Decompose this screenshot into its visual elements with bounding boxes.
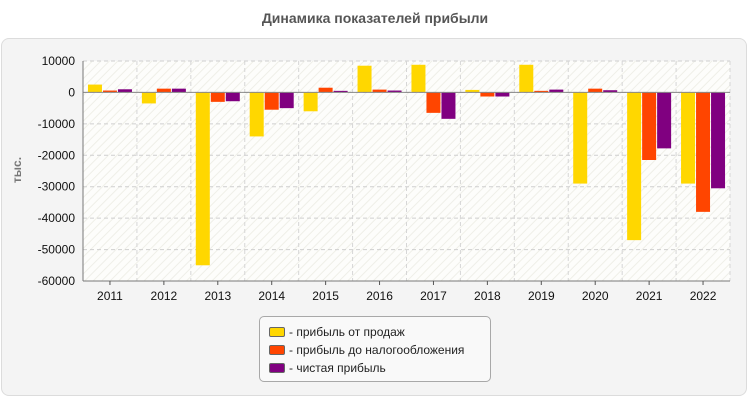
bar xyxy=(279,92,294,109)
bar xyxy=(357,65,372,93)
bar xyxy=(333,90,348,93)
bar xyxy=(264,92,279,110)
legend-item-net-profit: - чистая прибыль xyxy=(269,359,490,377)
legend-swatch xyxy=(269,363,285,373)
bar xyxy=(465,89,480,93)
y-tick-label: -20000 xyxy=(38,148,76,162)
x-tick-label: 2013 xyxy=(204,289,231,303)
x-axis-ticks: 2011 2012 2013 2014 2015 2016 2017 2018 2019 2020… xyxy=(97,281,717,303)
zero-line xyxy=(82,61,730,282)
chart-title: Динамика показателей прибыли xyxy=(261,10,489,26)
x-tick-label: 2020 xyxy=(582,289,609,303)
y-tick-label: -60000 xyxy=(38,274,76,288)
bar xyxy=(387,90,402,93)
legend-label: - прибыль от продаж xyxy=(289,325,405,339)
x-tick-label: 2015 xyxy=(312,289,339,303)
y-tick-label: -10000 xyxy=(38,117,76,131)
bar xyxy=(588,88,603,93)
legend-label: - прибыль до налогообложения xyxy=(289,343,465,357)
bar xyxy=(426,92,441,113)
bar xyxy=(549,89,564,93)
x-tick-label: 2018 xyxy=(474,289,501,303)
bar xyxy=(102,90,117,93)
bar xyxy=(411,64,426,93)
bar xyxy=(156,88,171,93)
bar xyxy=(210,92,225,102)
bar xyxy=(495,92,510,97)
y-tick-label: 10000 xyxy=(42,54,76,68)
y-tick-label: -50000 xyxy=(38,243,76,257)
bar xyxy=(441,92,456,119)
x-tick-label: 2019 xyxy=(528,289,555,303)
bar xyxy=(87,84,102,93)
x-tick-label: 2022 xyxy=(690,289,717,303)
y-tick-label: -40000 xyxy=(38,211,76,225)
legend-swatch xyxy=(269,327,285,337)
x-tick-label: 2011 xyxy=(97,289,123,303)
y-tick-label: 0 xyxy=(68,85,75,99)
legend: - прибыль от продаж - прибыль до налогоо… xyxy=(259,316,491,382)
bar xyxy=(117,89,132,93)
bar xyxy=(603,90,618,93)
bar xyxy=(519,64,534,93)
legend-swatch xyxy=(269,345,285,355)
bar xyxy=(141,92,156,104)
bar xyxy=(696,92,711,212)
legend-label: - чистая прибыль xyxy=(289,361,386,375)
legend-item-sales-profit: - прибыль от продаж xyxy=(269,323,490,341)
bar xyxy=(681,92,696,184)
bar xyxy=(303,92,318,112)
bar xyxy=(711,92,726,189)
bar xyxy=(627,92,642,241)
bar xyxy=(642,92,657,160)
x-tick-label: 2012 xyxy=(151,289,178,303)
bar xyxy=(573,92,588,184)
bar xyxy=(225,92,240,102)
x-tick-label: 2016 xyxy=(366,289,393,303)
bar xyxy=(171,88,186,93)
bars xyxy=(87,64,726,266)
bar xyxy=(372,89,387,93)
x-tick-label: 2014 xyxy=(258,289,285,303)
x-tick-label: 2017 xyxy=(420,289,447,303)
y-axis-ticks: 10000 0 -10000 -20000 -30000 -40000 -50000 -600… xyxy=(38,54,76,288)
bar xyxy=(480,92,495,97)
x-tick-label: 2021 xyxy=(636,289,663,303)
y-tick-label: -30000 xyxy=(38,180,76,194)
legend-item-pretax-profit: - прибыль до налогообложения xyxy=(269,341,490,359)
bar xyxy=(657,92,672,149)
bar xyxy=(318,87,333,93)
bar xyxy=(195,92,210,266)
bar xyxy=(249,92,264,137)
y-axis-label: тыс. xyxy=(10,156,24,184)
bar xyxy=(534,90,549,93)
